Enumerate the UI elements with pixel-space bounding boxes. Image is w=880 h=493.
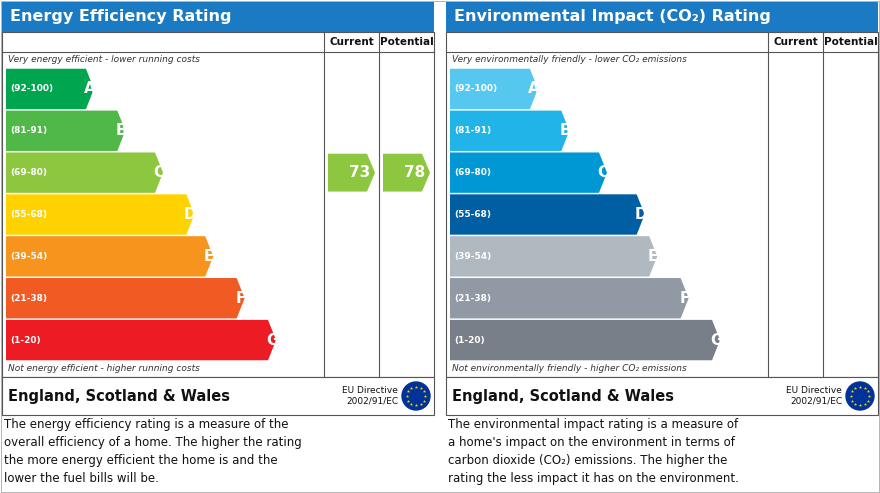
Text: (55-68): (55-68) <box>10 210 47 219</box>
Text: Potential: Potential <box>379 37 433 47</box>
Polygon shape <box>383 154 430 192</box>
Text: C: C <box>153 165 165 180</box>
Text: Current: Current <box>329 37 374 47</box>
Text: (92-100): (92-100) <box>454 84 497 94</box>
Text: Current: Current <box>774 37 818 47</box>
Polygon shape <box>6 236 213 277</box>
Text: Very energy efficient - lower running costs: Very energy efficient - lower running co… <box>8 55 200 64</box>
Polygon shape <box>6 110 125 151</box>
Polygon shape <box>6 320 276 360</box>
Text: Not energy efficient - higher running costs: Not energy efficient - higher running co… <box>8 364 200 373</box>
Text: (1-20): (1-20) <box>454 336 485 345</box>
Text: (1-20): (1-20) <box>10 336 40 345</box>
Text: (39-54): (39-54) <box>10 252 48 261</box>
Polygon shape <box>450 236 657 277</box>
Polygon shape <box>328 154 375 192</box>
Text: EU Directive
2002/91/EC: EU Directive 2002/91/EC <box>342 387 398 406</box>
Text: A: A <box>528 81 539 97</box>
Bar <box>2 2 434 32</box>
Text: C: C <box>598 165 609 180</box>
Text: England, Scotland & Wales: England, Scotland & Wales <box>452 388 674 403</box>
Polygon shape <box>450 110 569 151</box>
Polygon shape <box>6 194 194 235</box>
Text: (81-91): (81-91) <box>454 126 491 135</box>
Text: (55-68): (55-68) <box>454 210 491 219</box>
Text: (69-80): (69-80) <box>454 168 491 177</box>
Bar <box>446 32 878 377</box>
Text: (69-80): (69-80) <box>10 168 47 177</box>
Text: 73: 73 <box>348 165 370 180</box>
Text: G: G <box>266 333 278 348</box>
Text: EU Directive
2002/91/EC: EU Directive 2002/91/EC <box>786 387 842 406</box>
Text: B: B <box>560 123 571 138</box>
Text: F: F <box>679 291 690 306</box>
Bar <box>446 377 878 415</box>
Circle shape <box>846 382 874 410</box>
Text: G: G <box>710 333 722 348</box>
Text: E: E <box>204 249 215 264</box>
Polygon shape <box>450 320 720 360</box>
Text: A: A <box>84 81 96 97</box>
Polygon shape <box>6 69 94 109</box>
Polygon shape <box>450 194 645 235</box>
Text: The energy efficiency rating is a measure of the
overall efficiency of a home. T: The energy efficiency rating is a measur… <box>4 418 302 485</box>
Circle shape <box>402 382 430 410</box>
Text: England, Scotland & Wales: England, Scotland & Wales <box>8 388 230 403</box>
Text: D: D <box>634 207 647 222</box>
Text: Energy Efficiency Rating: Energy Efficiency Rating <box>10 9 231 25</box>
Polygon shape <box>450 278 689 318</box>
Text: 78: 78 <box>404 165 425 180</box>
Text: B: B <box>115 123 127 138</box>
Text: Very environmentally friendly - lower CO₂ emissions: Very environmentally friendly - lower CO… <box>452 55 687 64</box>
Text: (81-91): (81-91) <box>10 126 48 135</box>
Text: E: E <box>648 249 658 264</box>
Bar <box>446 2 878 32</box>
Text: (92-100): (92-100) <box>10 84 53 94</box>
Bar <box>2 32 434 377</box>
Text: Not environmentally friendly - higher CO₂ emissions: Not environmentally friendly - higher CO… <box>452 364 686 373</box>
Text: D: D <box>184 207 197 222</box>
Polygon shape <box>450 152 607 193</box>
Text: (39-54): (39-54) <box>454 252 491 261</box>
Text: Environmental Impact (CO₂) Rating: Environmental Impact (CO₂) Rating <box>454 9 771 25</box>
Text: The environmental impact rating is a measure of
a home's impact on the environme: The environmental impact rating is a mea… <box>448 418 739 485</box>
Polygon shape <box>6 152 163 193</box>
Polygon shape <box>450 69 538 109</box>
Bar <box>2 377 434 415</box>
Text: (21-38): (21-38) <box>454 294 491 303</box>
Polygon shape <box>6 278 245 318</box>
Text: F: F <box>236 291 246 306</box>
Text: Potential: Potential <box>824 37 877 47</box>
Text: (21-38): (21-38) <box>10 294 47 303</box>
